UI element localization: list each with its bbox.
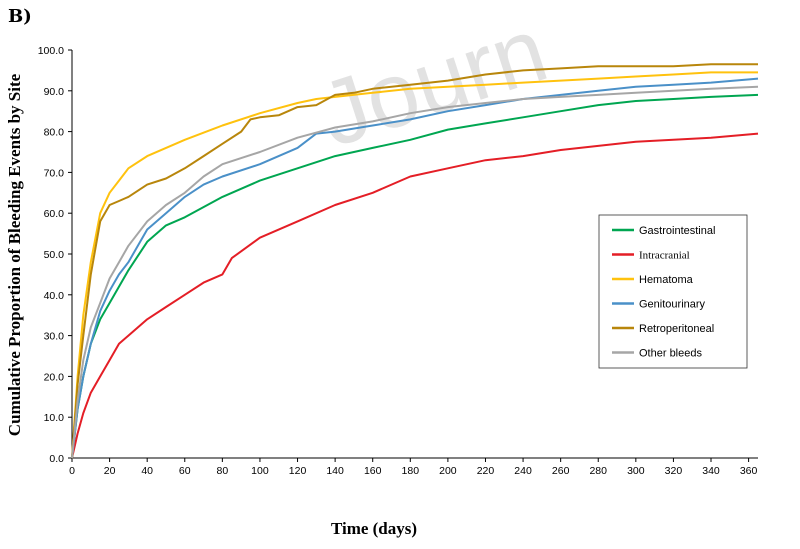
x-tick-label: 360: [740, 465, 758, 477]
legend-items: Gastrointestinal Intracranial Hematoma Geni…: [612, 225, 715, 360]
y-tick-label: 80.0: [44, 127, 65, 139]
series-line-intracranial: [71, 132, 759, 459]
x-tick-label: 200: [439, 465, 457, 477]
x-tick-label: 260: [552, 465, 570, 477]
legend-label-hematoma: Hematoma: [639, 274, 694, 286]
legend-label-genitourinary: Genitourinary: [639, 299, 706, 311]
legend-label-intracranial: Intracranial: [639, 250, 690, 262]
x-ticks: 0 20 40 60 80 100 120 140 160 180 200 220 240 260 280 3…: [69, 458, 758, 477]
x-tick-label: 80: [217, 465, 229, 477]
x-tick-label: 20: [104, 465, 116, 477]
series-line-genitourinary: [71, 77, 759, 459]
y-tick-label: 30.0: [44, 331, 65, 343]
legend-label-other-bleeds: Other bleeds: [639, 348, 702, 360]
x-tick-label: 140: [326, 465, 344, 477]
y-tick-label: 40.0: [44, 290, 65, 302]
series-line-gastrointestinal: [71, 93, 759, 459]
series-line-other-bleeds: [71, 85, 759, 459]
y-tick-label: 90.0: [44, 86, 65, 98]
axes: 0 20 40 60 80 100 120 140 160 180 200 220 240 260 280 3…: [38, 45, 758, 477]
x-tick-label: 300: [627, 465, 645, 477]
legend-label-gastrointestinal: Gastrointestinal: [639, 225, 715, 237]
x-tick-label: 180: [402, 465, 420, 477]
y-tick-label: 0.0: [49, 453, 64, 465]
y-tick-label: 20.0: [44, 371, 65, 383]
y-tick-label: 60.0: [44, 208, 65, 220]
x-axis-title: Time (days): [331, 519, 417, 538]
panel-label: B): [8, 6, 32, 27]
x-tick-label: 320: [665, 465, 683, 477]
series-line-retroperitoneal: [71, 63, 758, 459]
legend: Gastrointestinal Intracranial Hematoma Geni…: [598, 214, 748, 369]
y-tick-label: 70.0: [44, 167, 65, 179]
series-line-hematoma: [71, 71, 758, 459]
x-tick-label: 160: [364, 465, 382, 477]
x-tick-label: 0: [69, 465, 75, 477]
y-tick-label: 50.0: [44, 249, 65, 261]
x-tick-label: 240: [514, 465, 532, 477]
y-tick-label: 100.0: [38, 45, 64, 57]
y-ticks: 0.0 10.0 20.0 30.0 40.0 50.0 60.0 70.0 80.0 90.0 1…: [38, 45, 72, 465]
legend-label-retroperitoneal: Retroperitoneal: [639, 323, 714, 335]
y-tick-label: 10.0: [44, 412, 65, 424]
y-axis-title: Cumulative Proportion of Bleeding Events…: [5, 73, 24, 436]
x-tick-label: 280: [589, 465, 607, 477]
x-tick-label: 220: [477, 465, 495, 477]
x-tick-label: 100: [251, 465, 269, 477]
x-tick-label: 120: [289, 465, 307, 477]
legend-box: [598, 214, 748, 369]
x-tick-label: 340: [702, 465, 720, 477]
series-lines: [71, 63, 759, 459]
x-tick-label: 40: [141, 465, 153, 477]
x-tick-label: 60: [179, 465, 191, 477]
